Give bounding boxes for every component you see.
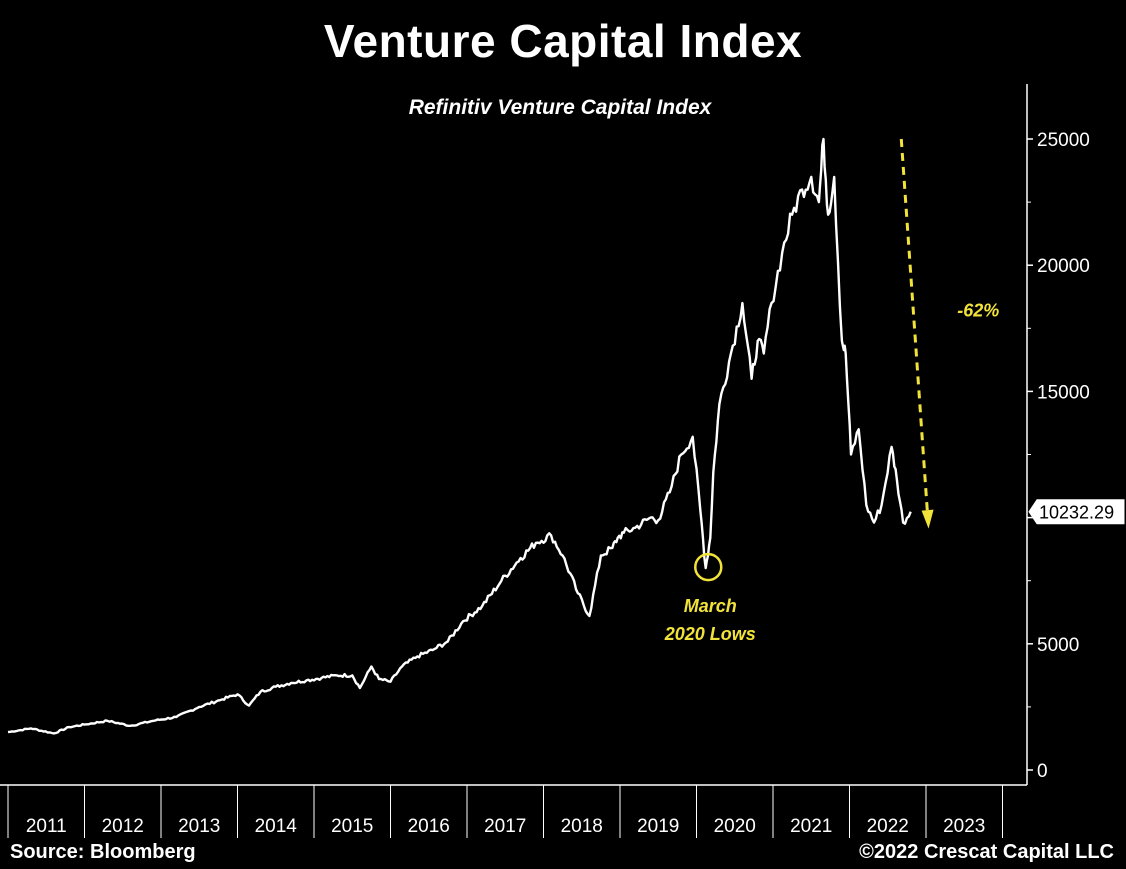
y-tick-label: 15000 [1037,382,1090,403]
x-tick-label: 2011 [26,816,67,837]
drawdown-percent-label: -62% [957,301,999,321]
x-tick-label: 2019 [637,816,679,837]
last-value-box [1028,499,1125,525]
x-tick-label: 2018 [561,816,603,837]
x-tick-label: 2012 [102,816,144,837]
last-value-label: 10232.29 [1039,503,1114,523]
y-tick-label: 0 [1037,761,1048,782]
x-tick-label: 2017 [484,816,526,837]
chart-subtitle: Refinitiv Venture Capital Index [408,96,712,119]
last-value-marker: 10232.29 [1028,499,1125,525]
series-line-venture-capital-index [7,137,912,735]
source-note: Source: Bloomberg [10,841,196,863]
x-tick-label: 2023 [943,816,985,837]
copyright-note: ©2022 Crescat Capital LLC [859,841,1114,863]
y-tick-label: 20000 [1037,256,1090,277]
y-tick-label: 5000 [1037,635,1079,656]
chart-title: Venture Capital Index [323,15,803,67]
x-tick-label: 2022 [867,816,909,837]
drawdown-arrow-head [921,509,934,529]
drawdown-arrow [899,138,930,515]
march-2020-annotation-line2: 2020 Lows [664,624,756,644]
x-tick-label: 2021 [790,816,832,837]
x-axis-ticks: 2011 2012 2013 2014 2015 2016 2017 2018 2019 2020… [7,785,1003,838]
x-tick-label: 2013 [178,816,220,837]
y-axis-ticks: 0 5000 15000 20000 25000 [1027,130,1090,782]
march-2020-annotation-line1: March [684,596,737,616]
x-tick-label: 2020 [714,816,756,837]
x-tick-label: 2014 [255,816,298,837]
march-2020-low-circle [694,552,723,582]
y-tick-label: 25000 [1037,130,1090,151]
x-tick-label: 2015 [331,816,373,837]
x-tick-label: 2016 [408,816,450,837]
